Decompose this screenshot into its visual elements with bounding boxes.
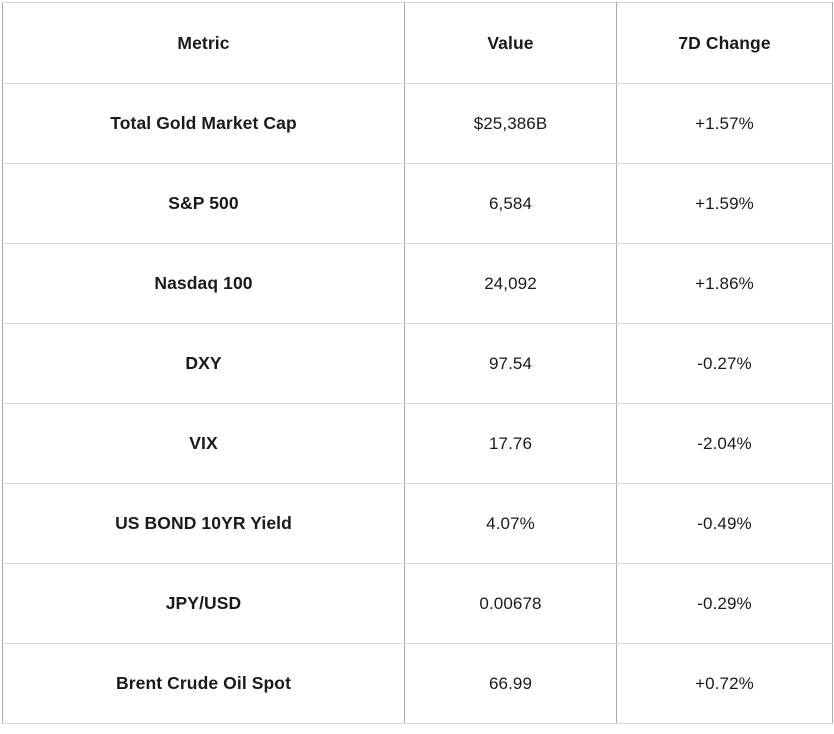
header-row: Metric Value 7D Change <box>2 2 833 84</box>
change-cell: -0.29% <box>616 563 833 644</box>
change-cell: +1.57% <box>616 83 833 164</box>
metric-cell: S&P 500 <box>2 163 405 244</box>
value-cell: $25,386B <box>404 83 617 164</box>
table-header: Metric Value 7D Change <box>2 2 833 84</box>
metric-cell: Total Gold Market Cap <box>2 83 405 164</box>
table-row: US BOND 10YR Yield 4.07% -0.49% <box>2 483 833 564</box>
table-row: Brent Crude Oil Spot 66.99 +0.72% <box>2 643 833 724</box>
value-cell: 97.54 <box>404 323 617 404</box>
change-cell: +1.59% <box>616 163 833 244</box>
value-cell: 6,584 <box>404 163 617 244</box>
value-cell: 17.76 <box>404 403 617 484</box>
table-row: S&P 500 6,584 +1.59% <box>2 163 833 244</box>
metric-cell: JPY/USD <box>2 563 405 644</box>
change-cell: +0.72% <box>616 643 833 724</box>
table-body: Total Gold Market Cap $25,386B +1.57% S&… <box>2 83 833 724</box>
column-header-value: Value <box>404 2 617 84</box>
table-row: Nasdaq 100 24,092 +1.86% <box>2 243 833 324</box>
value-cell: 4.07% <box>404 483 617 564</box>
value-cell: 24,092 <box>404 243 617 324</box>
metric-cell: Brent Crude Oil Spot <box>2 643 405 724</box>
change-cell: -0.49% <box>616 483 833 564</box>
table-row: VIX 17.76 -2.04% <box>2 403 833 484</box>
column-header-7d-change: 7D Change <box>616 2 833 84</box>
metric-cell: US BOND 10YR Yield <box>2 483 405 564</box>
change-cell: -2.04% <box>616 403 833 484</box>
metric-cell: DXY <box>2 323 405 404</box>
table-row: Total Gold Market Cap $25,386B +1.57% <box>2 83 833 164</box>
table-row: JPY/USD 0.00678 -0.29% <box>2 563 833 644</box>
value-cell: 66.99 <box>404 643 617 724</box>
change-cell: -0.27% <box>616 323 833 404</box>
metric-cell: VIX <box>2 403 405 484</box>
value-cell: 0.00678 <box>404 563 617 644</box>
table-row: DXY 97.54 -0.27% <box>2 323 833 404</box>
change-cell: +1.86% <box>616 243 833 324</box>
column-header-metric: Metric <box>2 2 405 84</box>
metric-cell: Nasdaq 100 <box>2 243 405 324</box>
